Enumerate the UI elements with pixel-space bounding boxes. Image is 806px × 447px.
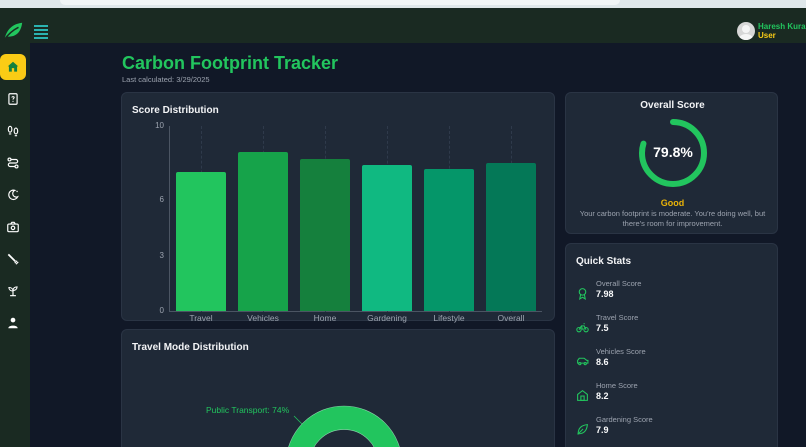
stat-label: Travel Score bbox=[596, 313, 639, 322]
stat-label: Home Score bbox=[596, 381, 638, 390]
camera-icon bbox=[7, 221, 19, 233]
user-icon bbox=[8, 317, 18, 329]
home-icon bbox=[7, 61, 19, 72]
card-title: Travel Mode Distribution bbox=[132, 342, 249, 353]
x-tick-label: Lifestyle bbox=[433, 313, 465, 323]
card-title: Score Distribution bbox=[132, 105, 219, 116]
overall-title: Overall Score bbox=[640, 100, 705, 111]
page-title: Carbon Footprint Tracker bbox=[122, 53, 339, 73]
sidebar-item-home[interactable] bbox=[0, 54, 26, 80]
stat-gardening: Gardening Score 7.9 bbox=[576, 415, 766, 445]
stat-value: 7.9 bbox=[596, 425, 609, 435]
award-icon bbox=[578, 288, 587, 300]
y-axis bbox=[169, 126, 170, 312]
sidebar-item-tools[interactable] bbox=[0, 246, 26, 272]
pie-leader-line bbox=[293, 415, 303, 425]
stat-value: 8.2 bbox=[596, 391, 609, 401]
bar-overall[interactable] bbox=[486, 163, 536, 311]
bar-travel[interactable] bbox=[176, 172, 226, 311]
stat-overall: Overall Score 7.98 bbox=[576, 279, 766, 309]
x-tick-label: Home bbox=[313, 313, 337, 323]
bar-lifestyle[interactable] bbox=[424, 168, 474, 311]
stat-label: Vehicles Score bbox=[596, 347, 646, 356]
quick-stats-card: Quick Stats Overall Score 7.98 Travel Sc… bbox=[565, 243, 778, 447]
tool-icon bbox=[7, 253, 19, 265]
score-bar-chart: 0 3 6 10 Travel Vehicles Home Gardening Lifestyl… bbox=[122, 93, 556, 323]
bar-gardening[interactable] bbox=[362, 164, 412, 311]
travel-mode-card: Travel Mode Distribution Public Transpor… bbox=[121, 329, 555, 447]
question-doc-icon bbox=[8, 93, 18, 105]
sidebar-item-plants[interactable] bbox=[0, 278, 26, 304]
rating-description: Your carbon footprint is moderate. You'r… bbox=[579, 209, 766, 228]
stat-travel: Travel Score 7.5 bbox=[576, 313, 766, 343]
bicycle-icon bbox=[576, 323, 589, 333]
overall-score-value: 79.8% bbox=[653, 144, 693, 160]
stat-home: Home Score 8.2 bbox=[576, 381, 766, 411]
stat-vehicles: Vehicles Score 8.6 bbox=[576, 347, 766, 377]
sidebar bbox=[0, 43, 30, 447]
house-icon bbox=[577, 389, 588, 401]
stat-value: 7.98 bbox=[596, 289, 614, 299]
card-title: Quick Stats bbox=[576, 256, 632, 267]
main-content: Carbon Footprint Tracker Last calculated… bbox=[30, 43, 806, 447]
user-menu[interactable]: Haresh Kura User bbox=[737, 22, 806, 40]
sidebar-item-profile[interactable] bbox=[0, 310, 26, 336]
sprout-icon bbox=[8, 286, 18, 297]
sidebar-item-footprints[interactable] bbox=[0, 118, 26, 144]
leaf-logo-icon bbox=[3, 22, 23, 41]
stat-value: 7.5 bbox=[596, 323, 609, 333]
leaf-icon bbox=[577, 424, 588, 435]
rating-label: Good bbox=[660, 198, 685, 208]
bar-vehicles[interactable] bbox=[238, 151, 288, 311]
x-tick-label: Overall bbox=[497, 313, 525, 323]
y-tick-label: 3 bbox=[159, 250, 164, 260]
overall-score-card: Overall Score 79.8% Good Your carbon foo… bbox=[565, 92, 778, 234]
score-distribution-card: Score Distribution 0 3 6 10 Travel Vehicles Ho… bbox=[121, 92, 556, 323]
stat-label: Gardening Score bbox=[596, 415, 653, 424]
hamburger-icon[interactable] bbox=[34, 25, 48, 39]
sidebar-item-quiz[interactable] bbox=[0, 86, 26, 112]
last-calculated: Last calculated: 3/29/2025 bbox=[122, 75, 210, 84]
stat-value: 8.6 bbox=[596, 357, 609, 367]
sidebar-item-camera[interactable] bbox=[0, 214, 26, 240]
sidebar-item-night[interactable] bbox=[0, 182, 26, 208]
travel-mode-donut[interactable] bbox=[285, 405, 403, 447]
address-bar[interactable] bbox=[60, 0, 620, 5]
user-name: Haresh Kura bbox=[758, 22, 806, 31]
top-bar: Haresh Kura User bbox=[0, 8, 806, 43]
y-tick-label: 0 bbox=[159, 306, 164, 315]
moon-icon bbox=[8, 189, 19, 201]
pie-label: Public Transport: 74% bbox=[206, 405, 290, 415]
x-tick-label: Travel bbox=[189, 313, 213, 323]
bar-home[interactable] bbox=[300, 159, 350, 311]
stat-label: Overall Score bbox=[596, 279, 642, 288]
y-tick-label: 10 bbox=[155, 121, 164, 130]
user-role: User bbox=[758, 31, 776, 40]
x-tick-label: Vehicles bbox=[247, 313, 279, 323]
browser-chrome bbox=[0, 0, 806, 8]
y-tick-label: 6 bbox=[159, 195, 164, 204]
footprints-icon bbox=[7, 125, 19, 137]
x-axis bbox=[169, 311, 542, 312]
score-ring bbox=[639, 119, 707, 187]
x-tick-label: Gardening bbox=[367, 313, 407, 323]
sidebar-item-routes[interactable] bbox=[0, 150, 26, 176]
car-icon bbox=[577, 357, 589, 366]
avatar[interactable] bbox=[737, 22, 755, 40]
route-icon bbox=[7, 157, 19, 169]
